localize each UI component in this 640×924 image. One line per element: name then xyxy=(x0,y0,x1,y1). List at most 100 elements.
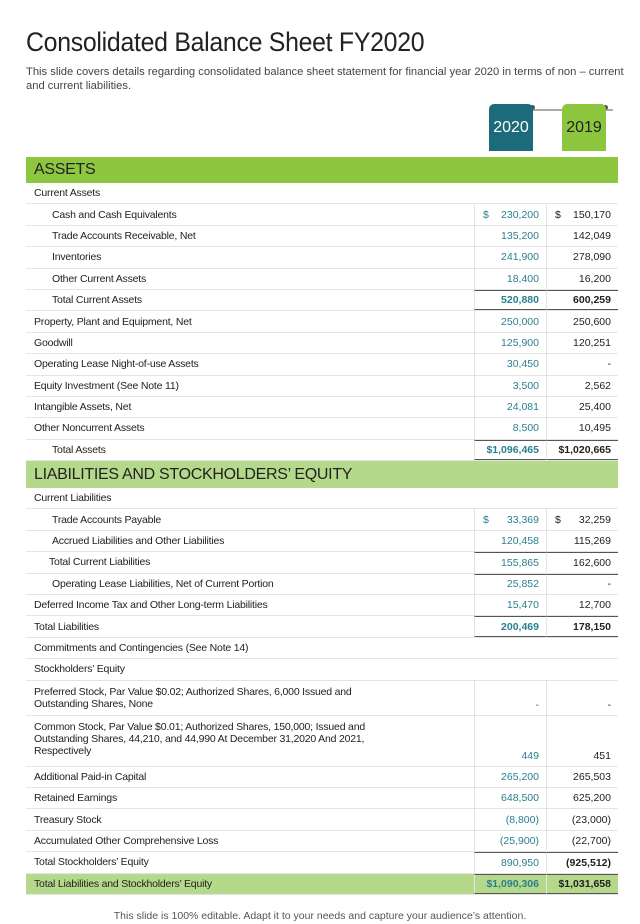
value-text: $1,020,665 xyxy=(558,443,611,456)
page-title: Consolidated Balance Sheet FY2020 xyxy=(26,27,425,57)
value-text: 120,251 xyxy=(573,336,611,349)
value-2020: 648,500 xyxy=(474,787,546,809)
table-row: Preferred Stock, Par Value $0.02; Author… xyxy=(26,680,618,716)
value-text: 250,600 xyxy=(573,315,611,328)
table-row: Property, Plant and Equipment, Net 250,00… xyxy=(26,311,618,333)
value-2019: $1,020,665 xyxy=(546,439,618,461)
table-row: Current Liabilities xyxy=(26,488,618,510)
value-text: 155,865 xyxy=(501,556,539,569)
value-text: 2,562 xyxy=(584,379,611,392)
value-2020: 30,450 xyxy=(474,354,546,375)
row-label: Common Stock, Par Value $0.01; Authorize… xyxy=(34,720,365,757)
value-2020: 3,500 xyxy=(474,375,546,396)
value-2020: 24,081 xyxy=(474,396,546,418)
row-label: Trade Accounts Receivable, Net xyxy=(52,229,196,242)
page-subtitle: This slide covers details regarding cons… xyxy=(26,66,624,92)
currency-symbol: $ xyxy=(555,208,561,221)
table-row: Operating Lease Liabilities, Net of Curr… xyxy=(26,573,618,596)
value-text: 3,500 xyxy=(512,379,539,392)
row-label: Accumulated Other Comprehensive Loss xyxy=(34,834,219,847)
value-2019: 120,251 xyxy=(546,332,618,354)
row-label: Deferred Income Tax and Other Long-term … xyxy=(34,599,268,612)
table-row: Other Current Assets 18,400 16,200 xyxy=(26,268,618,290)
value-2020: $1,090,306 xyxy=(474,873,546,894)
value-2019: 16,200 xyxy=(546,268,618,289)
row-label: Trade Accounts Payable xyxy=(52,513,162,526)
value-2019: - xyxy=(546,354,618,375)
year-tab-2020: 2020 xyxy=(489,104,533,151)
table-row: Inventories 241,900 278,090 xyxy=(26,247,618,269)
value-text: 648,500 xyxy=(501,792,539,805)
value-text: $1,096,465 xyxy=(486,443,539,456)
value-text: 625,200 xyxy=(573,792,611,805)
value-2019: 10,495 xyxy=(546,418,618,439)
value-text: 12,700 xyxy=(578,599,611,612)
value-2019: (22,700) xyxy=(546,830,618,852)
value-text: 16,200 xyxy=(578,272,611,285)
value-text: (25,900) xyxy=(499,834,539,847)
value-text: 265,200 xyxy=(501,770,539,783)
value-2020: 8,500 xyxy=(474,418,546,439)
footer-note: This slide is 100% editable. Adapt it to… xyxy=(113,910,527,922)
value-2019: 278,090 xyxy=(546,247,618,268)
value-2019: 25,400 xyxy=(546,396,618,418)
table-row: Trade Accounts Receivable, Net 135,200 142… xyxy=(26,225,618,248)
table-row: Goodwill 125,900 120,251 xyxy=(26,332,618,355)
value-2020: 890,950 xyxy=(474,852,546,873)
value-2019: 178,150 xyxy=(546,616,618,637)
table-row: Trade Accounts Payable $33,369 $32,259 xyxy=(26,509,618,531)
table-row: Total Assets $1,096,465 $1,020,665 xyxy=(26,439,618,462)
value-2019: - xyxy=(546,680,618,715)
value-text: 890,950 xyxy=(501,856,539,869)
value-2019: 12,700 xyxy=(546,595,618,616)
value-2020 xyxy=(474,183,546,203)
value-2020: - xyxy=(474,680,546,715)
value-text: 162,600 xyxy=(573,556,611,569)
table-row: Cash and Cash Equivalents $230,200 $150,17… xyxy=(26,204,618,226)
row-label: Accrued Liabilities and Other Liabilitie… xyxy=(52,535,225,548)
value-text: 230,200 xyxy=(501,208,539,221)
value-text: $1,031,658 xyxy=(558,877,611,890)
row-label: Total Liabilities xyxy=(34,620,99,633)
row-label: Total Current Liabilities xyxy=(49,556,151,569)
value-text: 142,049 xyxy=(573,229,611,242)
value-text: 178,150 xyxy=(573,620,611,633)
table-row: Operating Lease Night-of-use Assets 30,45… xyxy=(26,354,618,376)
value-2019: 600,259 xyxy=(546,289,618,311)
value-text: (22,700) xyxy=(571,834,611,847)
value-2020: 120,458 xyxy=(474,530,546,552)
value-text: (8,800) xyxy=(505,813,539,826)
row-label: Total Current Assets xyxy=(52,294,142,307)
row-label: Other Noncurrent Assets xyxy=(34,422,145,435)
value-2019: 265,503 xyxy=(546,766,618,787)
table-row: Stockholders’ Equity xyxy=(26,659,618,681)
row-label: Other Current Assets xyxy=(52,272,147,285)
row-label: Cash and Cash Equivalents xyxy=(52,208,177,221)
row-label: Total Stockholders’ Equity xyxy=(34,856,149,869)
value-text: - xyxy=(607,698,612,711)
value-text: 600,259 xyxy=(573,294,611,307)
value-text: 33,369 xyxy=(506,513,539,526)
value-text: 150,170 xyxy=(573,208,611,221)
value-2020: 200,469 xyxy=(474,616,546,637)
table-row: Total Liabilities 200,469 178,150 xyxy=(26,616,618,638)
table-row: Total Current Assets 520,880 600,259 xyxy=(26,289,618,312)
row-label: Retained Earnings xyxy=(34,792,117,805)
value-text: 241,900 xyxy=(501,251,539,264)
table-row: Current Assets xyxy=(26,183,618,205)
value-2020: 250,000 xyxy=(474,311,546,332)
value-text: 30,450 xyxy=(506,358,539,371)
value-2020 xyxy=(474,488,546,508)
value-2020: (8,800) xyxy=(474,809,546,830)
value-2019: 115,269 xyxy=(546,530,618,552)
section-heading: ASSETS xyxy=(26,157,618,183)
row-label: Current Liabilities xyxy=(34,492,112,505)
section-heading: LIABILITIES AND STOCKHOLDERS’ EQUITY xyxy=(26,461,618,489)
row-label: Stockholders’ Equity xyxy=(34,663,125,676)
value-2020: 265,200 xyxy=(474,766,546,787)
value-text: (23,000) xyxy=(571,813,611,826)
value-2019 xyxy=(546,183,618,203)
value-2019: 625,200 xyxy=(546,787,618,809)
value-text: 25,852 xyxy=(506,578,539,591)
row-label: Total Liabilities and Stockholders’ Equi… xyxy=(34,877,212,890)
